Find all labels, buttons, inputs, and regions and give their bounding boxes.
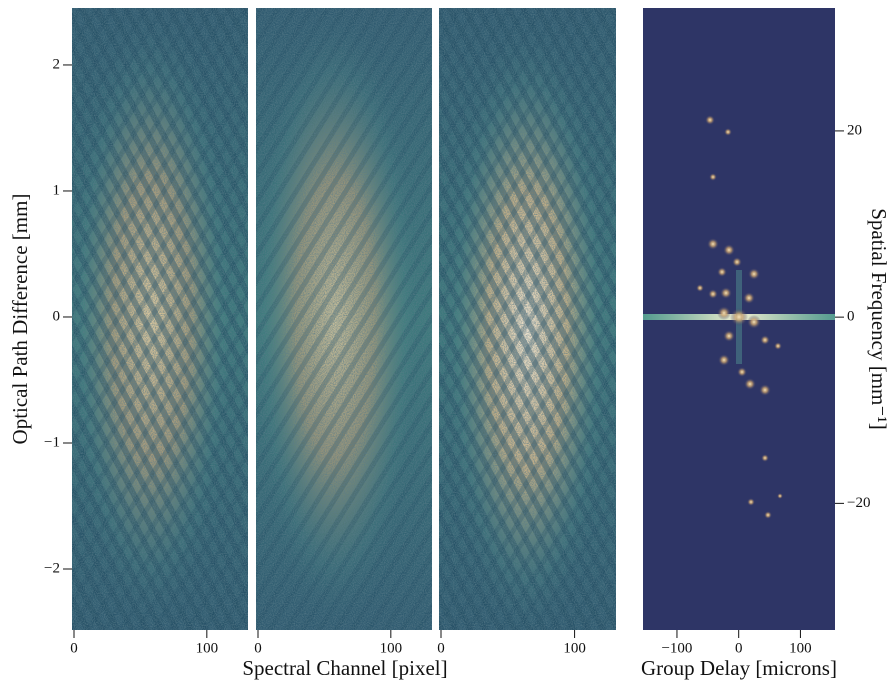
x-tick-label: 100 [196,640,219,656]
panel-image [72,8,248,630]
y-axis-title: Spatial Frequency [mm⁻¹] [867,208,889,430]
x-tick-label: 0 [437,640,445,656]
x-tick-label: −100 [661,640,692,656]
y-tick-label: 0 [847,309,855,325]
x-tick-label: 100 [789,640,812,656]
x-axis-title: Spectral Channel [pixel] [242,656,447,680]
y-axis-title: Optical Path Difference [mm] [8,194,32,445]
x-axis-title: Group Delay [microns] [641,656,837,680]
x-tick-label: 0 [254,640,262,656]
x-tick-label: 0 [70,640,78,656]
y-tick-label: −2 [44,560,60,576]
x-tick-label: 100 [380,640,403,656]
x-tick-label: 0 [735,640,743,656]
y-tick-label: 1 [53,182,61,198]
y-tick-label: −1 [44,434,60,450]
panel-image [256,8,432,630]
y-tick-label: 0 [53,308,61,324]
x-tick-label: 100 [563,640,586,656]
y-tick-label: 20 [847,122,862,138]
y-tick-label: −20 [847,495,870,511]
y-tick-label: 2 [53,56,61,72]
panel-image [643,8,835,630]
panel-image [439,8,616,630]
